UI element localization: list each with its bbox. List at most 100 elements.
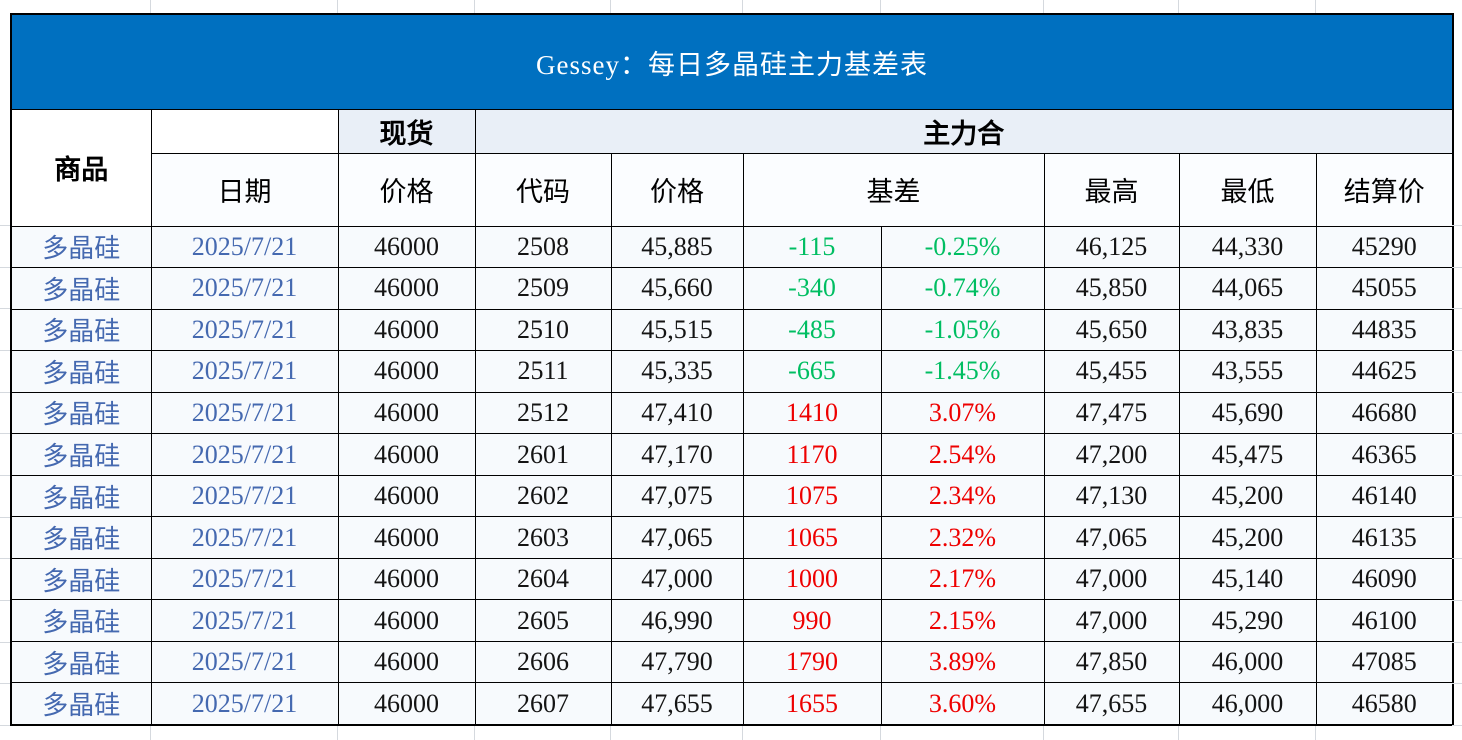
cell-price[interactable]: 47,000 xyxy=(610,557,744,601)
cell-date[interactable]: 2025/7/21 xyxy=(150,225,339,269)
cell-high[interactable]: 47,200 xyxy=(1043,433,1180,476)
cell-price[interactable]: 45,660 xyxy=(610,267,744,310)
table-title[interactable]: Gessey：每日多晶硅主力基差表 xyxy=(10,13,1454,111)
cell-code[interactable]: 2603 xyxy=(474,516,612,559)
cell-commodity[interactable]: 多晶硅 xyxy=(10,225,152,269)
cell-basis-pct[interactable]: -0.74% xyxy=(880,267,1045,310)
cell-settlement[interactable]: 46580 xyxy=(1315,682,1454,726)
header-basis[interactable]: 基差 xyxy=(742,152,1045,227)
cell-high[interactable]: 47,000 xyxy=(1043,557,1180,601)
cell-commodity[interactable]: 多晶硅 xyxy=(10,682,152,726)
cell-low[interactable]: 45,200 xyxy=(1178,474,1317,518)
cell-spot-price[interactable]: 46000 xyxy=(337,225,476,269)
cell-settlement[interactable]: 46090 xyxy=(1315,557,1454,601)
cell-code[interactable]: 2601 xyxy=(474,433,612,476)
header-price[interactable]: 价格 xyxy=(610,152,744,227)
cell-basis[interactable]: -665 xyxy=(742,350,882,393)
cell-date[interactable]: 2025/7/21 xyxy=(150,308,339,352)
cell-settlement[interactable]: 46680 xyxy=(1315,391,1454,435)
cell-high[interactable]: 46,125 xyxy=(1043,225,1180,269)
cell-low[interactable]: 43,555 xyxy=(1178,350,1317,393)
cell-commodity[interactable]: 多晶硅 xyxy=(10,267,152,310)
header-settlement[interactable]: 结算价 xyxy=(1315,152,1454,227)
cell-basis-pct[interactable]: -0.25% xyxy=(880,225,1045,269)
cell-low[interactable]: 45,290 xyxy=(1178,599,1317,642)
header-code[interactable]: 代码 xyxy=(474,152,612,227)
cell-commodity[interactable]: 多晶硅 xyxy=(10,350,152,393)
cell-commodity[interactable]: 多晶硅 xyxy=(10,474,152,518)
cell-date[interactable]: 2025/7/21 xyxy=(150,557,339,601)
cell-settlement[interactable]: 46135 xyxy=(1315,516,1454,559)
cell-settlement[interactable]: 46100 xyxy=(1315,599,1454,642)
cell-code[interactable]: 2604 xyxy=(474,557,612,601)
cell-settlement[interactable]: 46140 xyxy=(1315,474,1454,518)
cell-spot-price[interactable]: 46000 xyxy=(337,474,476,518)
cell-basis[interactable]: 1410 xyxy=(742,391,882,435)
header-empty-cell[interactable] xyxy=(150,109,339,154)
cell-price[interactable]: 47,170 xyxy=(610,433,744,476)
cell-basis[interactable]: 1790 xyxy=(742,640,882,684)
cell-high[interactable]: 47,475 xyxy=(1043,391,1180,435)
cell-basis-pct[interactable]: -1.45% xyxy=(880,350,1045,393)
cell-date[interactable]: 2025/7/21 xyxy=(150,599,339,642)
cell-date[interactable]: 2025/7/21 xyxy=(150,350,339,393)
cell-commodity[interactable]: 多晶硅 xyxy=(10,391,152,435)
cell-price[interactable]: 47,075 xyxy=(610,474,744,518)
cell-basis[interactable]: 1655 xyxy=(742,682,882,726)
cell-commodity[interactable]: 多晶硅 xyxy=(10,308,152,352)
cell-low[interactable]: 44,330 xyxy=(1178,225,1317,269)
cell-settlement[interactable]: 47085 xyxy=(1315,640,1454,684)
cell-commodity[interactable]: 多晶硅 xyxy=(10,599,152,642)
cell-commodity[interactable]: 多晶硅 xyxy=(10,640,152,684)
cell-basis[interactable]: -115 xyxy=(742,225,882,269)
cell-date[interactable]: 2025/7/21 xyxy=(150,640,339,684)
cell-settlement[interactable]: 44835 xyxy=(1315,308,1454,352)
cell-date[interactable]: 2025/7/21 xyxy=(150,267,339,310)
cell-price[interactable]: 47,410 xyxy=(610,391,744,435)
header-spot[interactable]: 现货 xyxy=(337,109,476,154)
cell-basis[interactable]: 1065 xyxy=(742,516,882,559)
cell-high[interactable]: 47,000 xyxy=(1043,599,1180,642)
cell-high[interactable]: 45,650 xyxy=(1043,308,1180,352)
header-main-contract[interactable]: 主力合 xyxy=(474,109,1454,154)
cell-basis[interactable]: 990 xyxy=(742,599,882,642)
cell-spot-price[interactable]: 46000 xyxy=(337,599,476,642)
cell-high[interactable]: 45,455 xyxy=(1043,350,1180,393)
cell-code[interactable]: 2511 xyxy=(474,350,612,393)
cell-basis[interactable]: 1170 xyxy=(742,433,882,476)
cell-spot-price[interactable]: 46000 xyxy=(337,391,476,435)
cell-basis[interactable]: 1000 xyxy=(742,557,882,601)
cell-price[interactable]: 47,065 xyxy=(610,516,744,559)
cell-code[interactable]: 2508 xyxy=(474,225,612,269)
cell-date[interactable]: 2025/7/21 xyxy=(150,391,339,435)
cell-spot-price[interactable]: 46000 xyxy=(337,267,476,310)
cell-spot-price[interactable]: 46000 xyxy=(337,640,476,684)
cell-settlement[interactable]: 44625 xyxy=(1315,350,1454,393)
cell-spot-price[interactable]: 46000 xyxy=(337,350,476,393)
cell-low[interactable]: 45,475 xyxy=(1178,433,1317,476)
cell-high[interactable]: 47,065 xyxy=(1043,516,1180,559)
header-low[interactable]: 最低 xyxy=(1178,152,1317,227)
cell-basis-pct[interactable]: 2.54% xyxy=(880,433,1045,476)
cell-price[interactable]: 46,990 xyxy=(610,599,744,642)
cell-basis-pct[interactable]: 2.17% xyxy=(880,557,1045,601)
cell-low[interactable]: 46,000 xyxy=(1178,640,1317,684)
cell-price[interactable]: 45,335 xyxy=(610,350,744,393)
cell-spot-price[interactable]: 46000 xyxy=(337,308,476,352)
cell-commodity[interactable]: 多晶硅 xyxy=(10,516,152,559)
cell-code[interactable]: 2510 xyxy=(474,308,612,352)
cell-code[interactable]: 2509 xyxy=(474,267,612,310)
cell-basis[interactable]: -340 xyxy=(742,267,882,310)
cell-code[interactable]: 2602 xyxy=(474,474,612,518)
cell-spot-price[interactable]: 46000 xyxy=(337,433,476,476)
header-date[interactable]: 日期 xyxy=(150,152,339,227)
cell-spot-price[interactable]: 46000 xyxy=(337,682,476,726)
header-high[interactable]: 最高 xyxy=(1043,152,1180,227)
cell-low[interactable]: 46,000 xyxy=(1178,682,1317,726)
cell-high[interactable]: 45,850 xyxy=(1043,267,1180,310)
cell-date[interactable]: 2025/7/21 xyxy=(150,682,339,726)
cell-spot-price[interactable]: 46000 xyxy=(337,516,476,559)
cell-low[interactable]: 45,690 xyxy=(1178,391,1317,435)
cell-price[interactable]: 45,885 xyxy=(610,225,744,269)
cell-basis-pct[interactable]: 3.89% xyxy=(880,640,1045,684)
